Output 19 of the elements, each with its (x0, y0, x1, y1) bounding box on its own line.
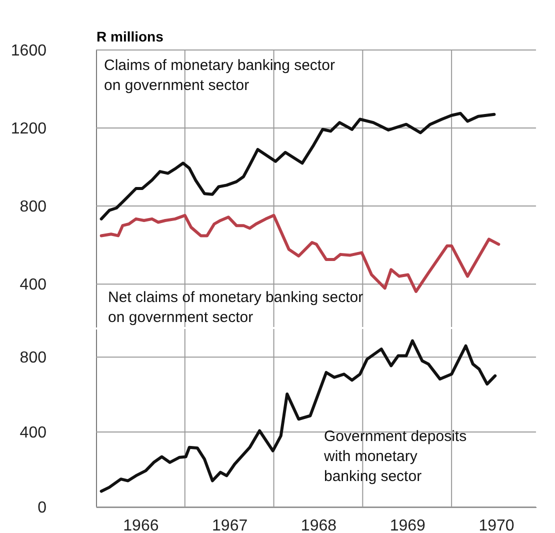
y-tick-label: 0 (38, 500, 47, 516)
series-label: Government deposits with monetary banking sector (323, 428, 467, 485)
series-label: Net claims of monetary banking sector on government sector (108, 289, 364, 326)
y-tick-label: 1600 (10, 42, 47, 60)
series-label: Claims of monetary banking sector on government sector (104, 57, 335, 94)
line-series (100, 112, 496, 220)
y-tick-label: 800 (20, 350, 47, 367)
x-tick-label: 1967 (212, 518, 248, 533)
x-tick-label: 1966 (123, 518, 159, 533)
line-series (100, 214, 500, 293)
y-tick-label: 1200 (10, 120, 47, 138)
line-series (100, 339, 497, 493)
y-tick-label: 800 (20, 198, 47, 216)
x-tick-label: 1969 (390, 518, 426, 533)
y-tick-label: 400 (20, 276, 47, 294)
x-tick-label: 1968 (300, 518, 337, 533)
y-axis-title: R millions (96, 28, 164, 44)
y-tick-label: 400 (20, 424, 47, 442)
x-tick-label: 1970 (478, 518, 514, 533)
